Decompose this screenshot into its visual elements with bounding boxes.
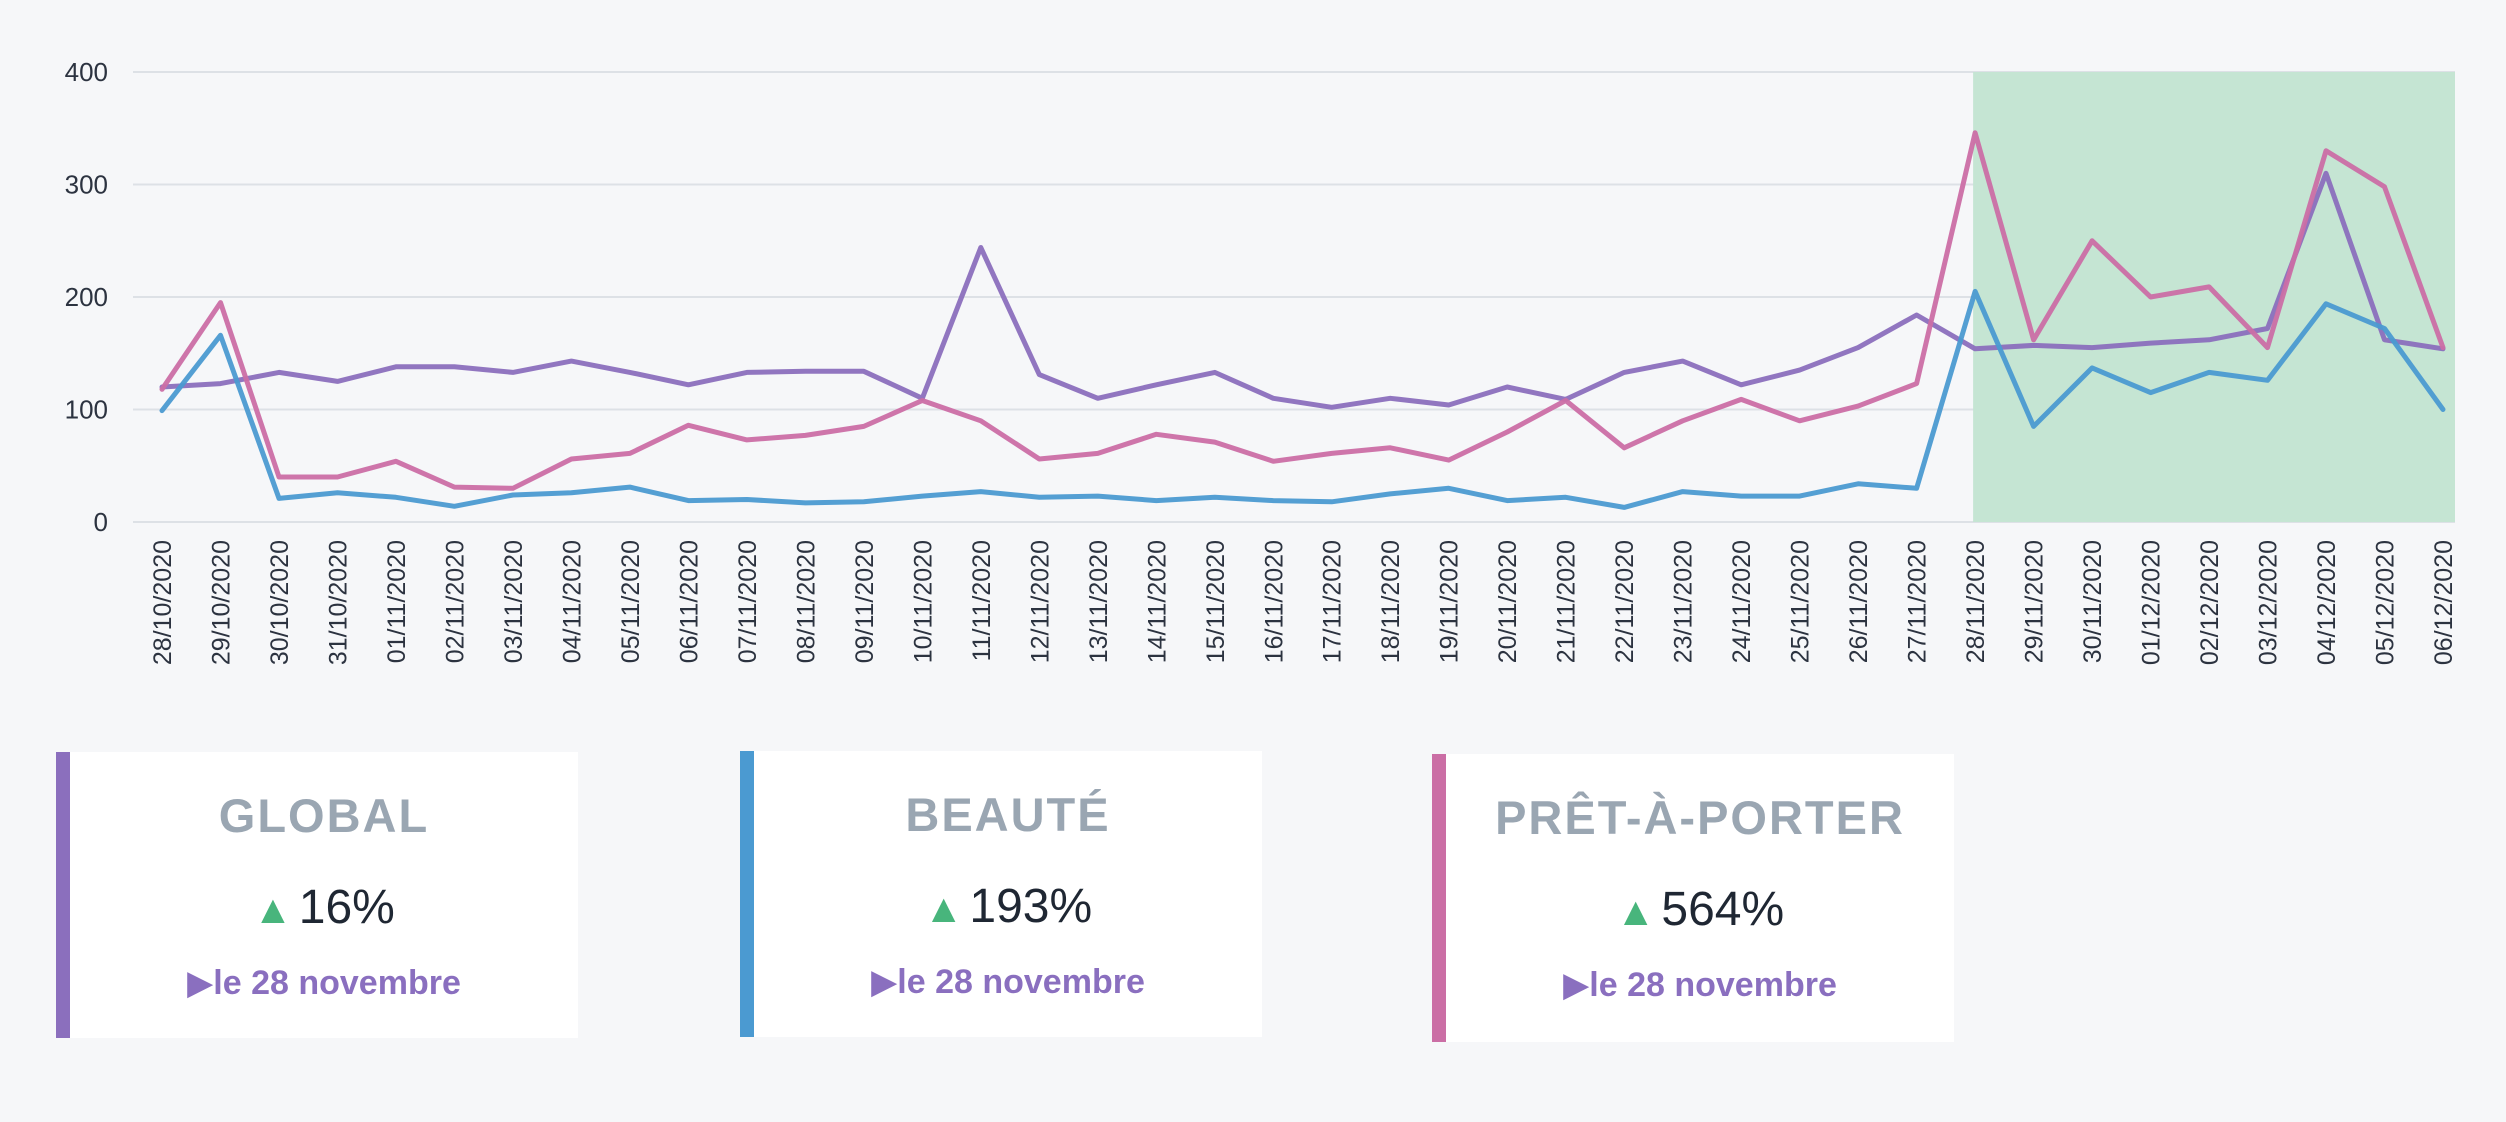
card-value: ▲ 564% (1446, 882, 1954, 937)
card-accent-bar (1432, 754, 1446, 1042)
x-tick-label: 11/11/2020 (968, 540, 996, 661)
percent-value: 16% (298, 881, 395, 934)
card-value: ▲ 16% (70, 880, 578, 935)
card-note: ▶le 28 novembre (871, 963, 1145, 1001)
x-tick-label: 19/11/2020 (1436, 540, 1464, 663)
x-tick-label: 10/11/2020 (909, 540, 937, 663)
x-tick-label: 07/11/2020 (734, 540, 762, 663)
x-tick-label: 06/12/2020 (2430, 540, 2458, 665)
x-tick-label: 01/11/2020 (383, 540, 411, 663)
x-tick-label: 13/11/2020 (1085, 540, 1113, 663)
x-tick-label: 27/11/2020 (1904, 540, 1932, 663)
x-tick-label: 22/11/2020 (1611, 540, 1639, 663)
x-tick-label: 29/11/2020 (2021, 540, 2049, 663)
y-tick-label: 400 (65, 57, 108, 87)
series-line-0 (159, 170, 2446, 410)
x-tick-label: 03/11/2020 (500, 540, 528, 663)
highlight-region (1973, 72, 2455, 522)
x-tick-label: 15/11/2020 (1202, 540, 1230, 663)
y-axis: 0 100 200 300 400 (65, 57, 108, 537)
up-triangle-icon: ▲ (253, 888, 293, 932)
x-axis: 28/10/2020 29/10/2020 30/10/2020 31/10/2020… (149, 540, 2458, 665)
card-global: GLOBAL ▲ 16% ▶le 28 novembre (56, 752, 578, 1038)
x-tick-label: 30/11/2020 (2079, 540, 2107, 663)
x-tick-label: 12/11/2020 (1026, 540, 1054, 663)
card-value: ▲ 193% (754, 879, 1262, 934)
y-tick-label: 100 (65, 395, 108, 425)
x-tick-label: 04/12/2020 (2313, 540, 2341, 665)
card-accent-bar (740, 751, 754, 1037)
x-tick-label: 06/11/2020 (675, 540, 703, 663)
x-tick-label: 09/11/2020 (851, 540, 879, 663)
x-tick-label: 02/11/2020 (441, 540, 469, 663)
card-pret-a-porter: PRÊT-À-PORTER ▲ 564% ▶le 28 novembre (1432, 754, 1954, 1042)
card-title: GLOBAL (218, 789, 430, 842)
x-tick-label: 29/10/2020 (207, 540, 235, 665)
x-tick-label: 30/10/2020 (266, 540, 294, 665)
x-tick-label: 25/11/2020 (1787, 540, 1815, 663)
x-tick-label: 05/12/2020 (2372, 540, 2400, 665)
x-tick-label: 05/11/2020 (617, 540, 645, 663)
x-tick-label: 28/10/2020 (149, 540, 177, 665)
x-tick-label: 31/10/2020 (324, 540, 352, 665)
x-tick-label: 16/11/2020 (1260, 540, 1288, 663)
series-lines (159, 130, 2446, 510)
x-tick-label: 03/12/2020 (2255, 540, 2283, 665)
up-triangle-icon: ▲ (923, 887, 964, 931)
percent-value: 564% (1661, 883, 1785, 936)
card-title: PRÊT-À-PORTER (1495, 791, 1905, 844)
x-tick-label: 04/11/2020 (558, 540, 586, 663)
card-note: ▶le 28 novembre (187, 964, 461, 1002)
card-title: BEAUTÉ (905, 788, 1111, 841)
x-tick-label: 23/11/2020 (1670, 540, 1698, 663)
x-tick-label: 02/12/2020 (2196, 540, 2224, 665)
y-tick-label: 0 (94, 507, 108, 537)
x-tick-label: 18/11/2020 (1377, 540, 1405, 663)
y-tick-label: 200 (65, 282, 108, 312)
y-tick-label: 300 (65, 170, 108, 200)
card-accent-bar (56, 752, 70, 1038)
x-tick-label: 17/11/2020 (1319, 540, 1347, 663)
series-line-1 (159, 288, 2446, 510)
up-triangle-icon: ▲ (1615, 890, 1656, 934)
percent-value: 193% (969, 880, 1093, 933)
line-chart: 0 100 200 300 400 28/10/2020 29/10/2020 30/10/… (65, 57, 2458, 665)
x-tick-label: 28/11/2020 (1962, 540, 1990, 663)
x-tick-label: 08/11/2020 (792, 540, 820, 663)
x-tick-label: 14/11/2020 (1143, 540, 1171, 663)
card-note: ▶le 28 novembre (1563, 966, 1837, 1004)
series-line-2 (159, 130, 2446, 491)
x-tick-label: 20/11/2020 (1494, 540, 1522, 663)
x-tick-label: 01/12/2020 (2138, 540, 2166, 665)
x-tick-label: 26/11/2020 (1845, 540, 1873, 663)
card-beaute: BEAUTÉ ▲ 193% ▶le 28 novembre (740, 751, 1262, 1037)
x-tick-label: 24/11/2020 (1728, 540, 1756, 663)
x-tick-label: 21/11/2020 (1553, 540, 1581, 663)
